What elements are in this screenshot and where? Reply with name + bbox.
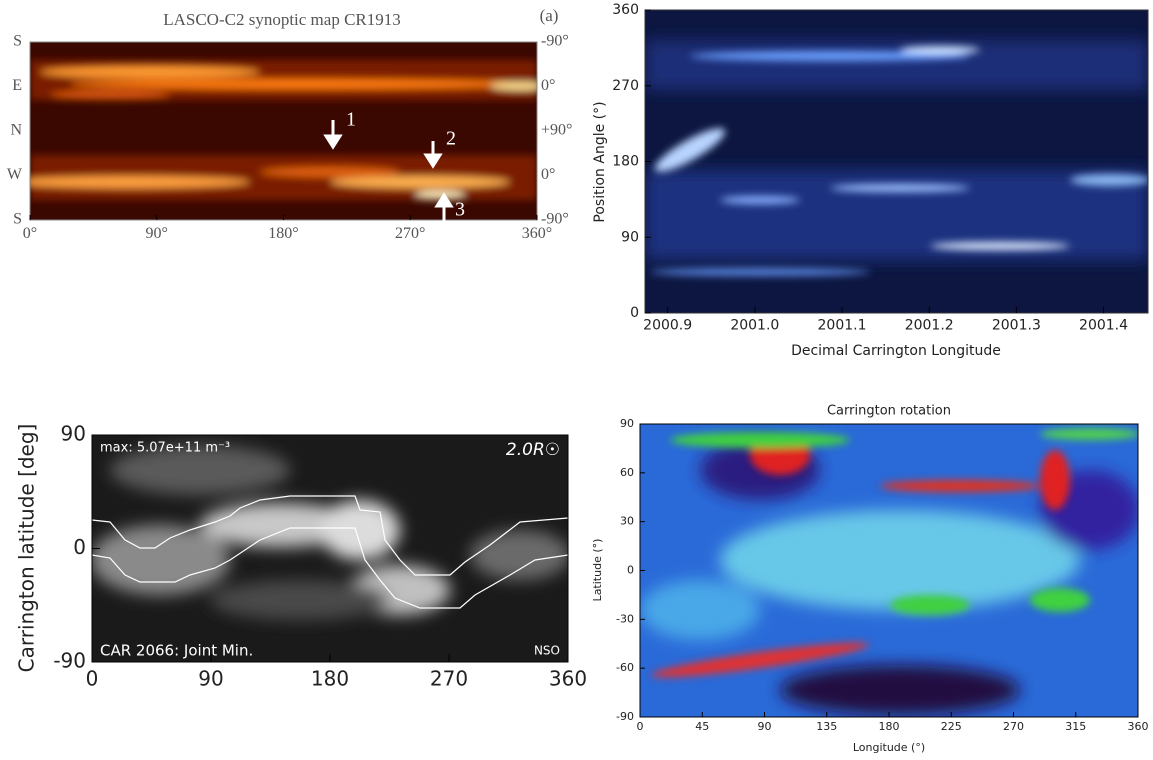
side-label: -90° xyxy=(541,211,569,228)
x-tick-label: 2001.0 xyxy=(730,318,779,334)
x-tick-label: 360 xyxy=(1128,720,1149,733)
x-tick-label: 45 xyxy=(695,720,709,733)
heatmap-image-d xyxy=(640,424,1138,717)
side-label: N xyxy=(10,122,22,139)
contour xyxy=(91,495,569,609)
title: Carrington rotation xyxy=(827,404,951,419)
x-tick-label: 0 xyxy=(86,667,99,691)
y-axis-label: Latitude (°) xyxy=(591,539,604,602)
x-tick-label: 2001.1 xyxy=(818,318,867,334)
y-tick-label: 0 xyxy=(73,535,86,559)
side-label: 0° xyxy=(541,77,555,94)
heatmap-image-c xyxy=(92,435,568,662)
x-tick-label: 2000.9 xyxy=(643,318,692,334)
y-tick-label: -30 xyxy=(616,612,634,625)
x-tick-label: 180 xyxy=(879,720,900,733)
y-tick-label: 30 xyxy=(620,515,634,528)
x-tick-label: 2001.2 xyxy=(905,318,954,334)
x-tick-label: 0° xyxy=(23,225,37,242)
y-tick-label: 180 xyxy=(612,154,639,170)
x-tick-label: 180° xyxy=(268,225,298,242)
side-label: +90° xyxy=(541,122,572,139)
y-axis-label: Carrington latitude [deg] xyxy=(15,424,39,673)
x-tick-label: 90° xyxy=(146,225,168,242)
side-label: 0° xyxy=(541,166,555,183)
x-tick-label: 135 xyxy=(816,720,837,733)
y-tick-label: 0 xyxy=(630,305,639,321)
x-tick-label: 2001.4 xyxy=(1079,318,1128,334)
side-label: S xyxy=(13,33,22,50)
x-tick-label: 225 xyxy=(941,720,962,733)
annotation: 2 xyxy=(446,128,456,150)
annotation: 1 xyxy=(346,109,356,131)
x-tick-label: 0 xyxy=(637,720,644,733)
x-tick-label: 270 xyxy=(1003,720,1024,733)
side-label: E xyxy=(12,77,22,94)
arrows xyxy=(323,120,454,222)
panel-label: (a) xyxy=(540,6,559,25)
annotation: 2.0R☉ xyxy=(506,440,560,460)
x-tick-label: 90 xyxy=(198,667,223,691)
side-label: S xyxy=(13,211,22,228)
y-tick-label: 270 xyxy=(612,78,639,94)
annotation: max: 5.07e+11 m⁻³ xyxy=(100,441,230,456)
y-tick-label: 360 xyxy=(612,2,639,18)
x-tick-label: 360 xyxy=(549,667,587,691)
y-tick-label: -90 xyxy=(616,710,634,723)
title: LASCO-C2 synoptic map CR1913 xyxy=(163,10,401,29)
annotation: 3 xyxy=(455,199,465,221)
heatmap-image-a xyxy=(30,42,537,220)
x-tick-label: 270 xyxy=(430,667,468,691)
y-tick-label: -60 xyxy=(616,661,634,674)
y-axis-label: Position Angle (°) xyxy=(592,101,608,222)
x-tick-label: 180 xyxy=(311,667,349,691)
side-label: W xyxy=(7,166,23,183)
side-label: -90° xyxy=(541,33,569,50)
heatmap-image-b xyxy=(645,10,1148,313)
x-tick-label: 270° xyxy=(395,225,425,242)
x-axis-label: Longitude (°) xyxy=(853,741,925,754)
x-tick-label: 360° xyxy=(522,225,552,242)
y-tick-label: 60 xyxy=(620,466,634,479)
y-tick-label: -90 xyxy=(53,649,86,673)
x-axis-label: Decimal Carrington Longitude xyxy=(791,343,1001,359)
annotation: NSO xyxy=(534,644,560,658)
x-tick-label: 315 xyxy=(1065,720,1086,733)
y-tick-label: 90 xyxy=(621,229,639,245)
x-tick-label: 2001.3 xyxy=(992,318,1041,334)
y-tick-label: 90 xyxy=(61,422,86,446)
y-tick-label: 90 xyxy=(620,417,634,430)
x-tick-label: 90 xyxy=(758,720,772,733)
annotation: CAR 2066: Joint Min. xyxy=(100,642,253,660)
y-tick-label: 0 xyxy=(627,564,634,577)
